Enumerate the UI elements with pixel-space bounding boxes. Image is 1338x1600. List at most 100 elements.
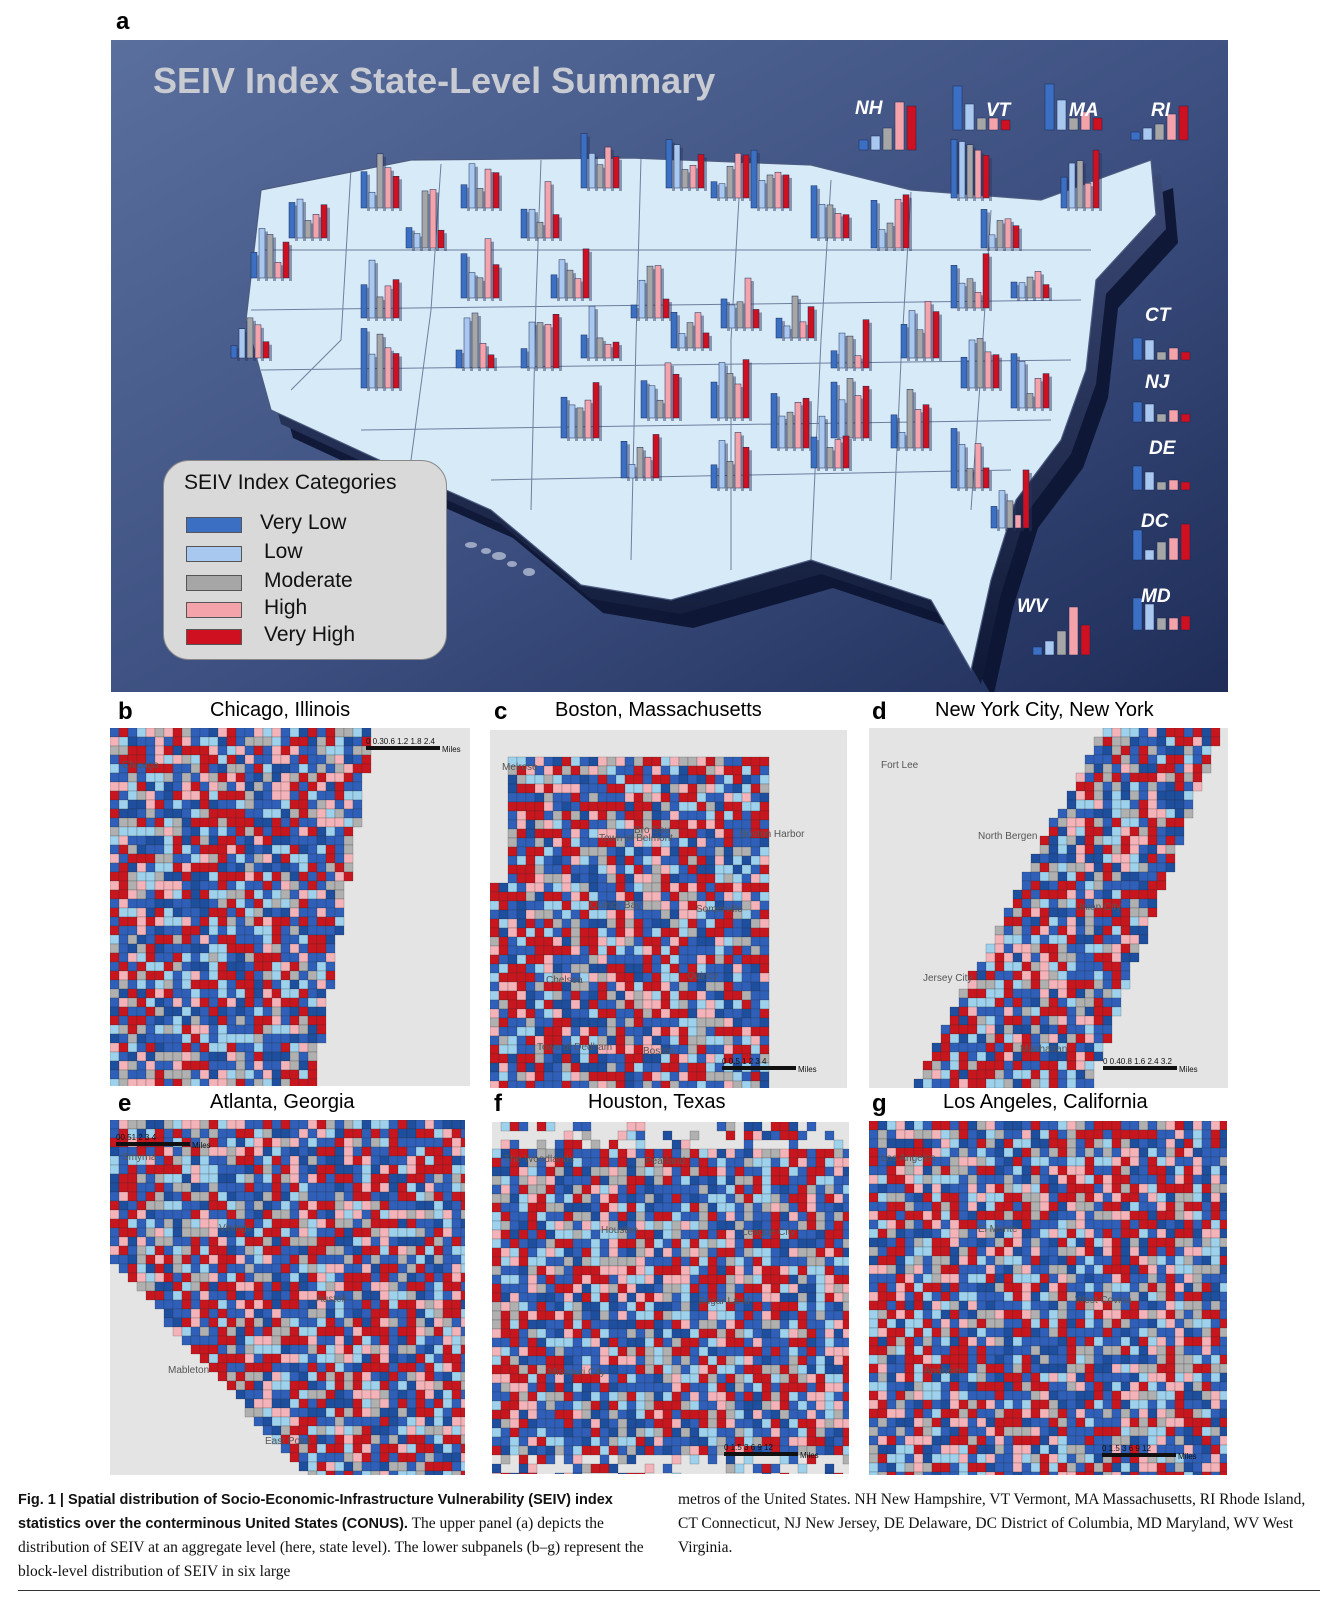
block-group [507, 810, 518, 821]
block-group [361, 1353, 372, 1364]
block-group [442, 1452, 453, 1463]
block-group [199, 880, 210, 891]
block-group [615, 801, 626, 812]
bar [429, 189, 437, 249]
block-group [118, 943, 129, 954]
block-group [1075, 853, 1086, 864]
block-group [226, 1344, 237, 1355]
block-group [298, 1218, 309, 1229]
block-group [253, 916, 264, 927]
block-group [244, 772, 255, 783]
block-group [1111, 880, 1122, 891]
state-bar-group [1060, 149, 1102, 211]
inset-bar [1080, 111, 1091, 131]
block-group [1066, 889, 1077, 900]
block-group [1102, 880, 1113, 891]
block-group [1084, 826, 1095, 837]
block-group [1120, 817, 1131, 828]
block-group [370, 1281, 381, 1292]
block-group [1030, 853, 1041, 864]
block-group [316, 1173, 327, 1184]
block-group [759, 819, 770, 830]
block-group [226, 889, 237, 900]
block-group [500, 1175, 511, 1186]
block-group [1120, 943, 1131, 954]
block-group [1066, 880, 1077, 891]
block-group [271, 745, 282, 756]
bar-shadow [725, 186, 728, 201]
block-group [1129, 907, 1140, 918]
block-group [352, 1146, 363, 1157]
block-group [1039, 1069, 1050, 1080]
block-group [507, 927, 518, 938]
block-group [154, 880, 165, 891]
legend-swatch-low [186, 546, 242, 562]
block-group [644, 1175, 655, 1186]
scale-bar [366, 746, 440, 750]
block-group [118, 1173, 129, 1184]
block-group [1093, 1051, 1104, 1062]
block-group [660, 900, 671, 911]
block-group [651, 801, 662, 812]
block-group [397, 1371, 408, 1382]
block-group [1093, 997, 1104, 1008]
block-group [424, 1335, 435, 1346]
bar [886, 222, 894, 249]
block-group [687, 873, 698, 884]
block-group [181, 1078, 192, 1086]
block-group [271, 988, 282, 999]
block-group [433, 1227, 444, 1238]
block-group [714, 1008, 725, 1019]
block-group [343, 1173, 354, 1184]
block-group [235, 1353, 246, 1364]
block-group [199, 1060, 210, 1071]
block-group [388, 1443, 399, 1454]
block-group [235, 1245, 246, 1256]
bar [536, 221, 544, 239]
block-group [307, 1209, 318, 1220]
block-group [624, 783, 635, 794]
block-group [1057, 952, 1068, 963]
block-group [678, 1044, 689, 1055]
block-group [163, 728, 174, 738]
block-group [199, 1024, 210, 1035]
block-group [433, 1155, 444, 1166]
legend-title: SEIV Index Categories [184, 471, 397, 494]
bar [686, 322, 694, 349]
block-group [361, 1227, 372, 1238]
block-group [262, 799, 273, 810]
block-group [289, 997, 300, 1008]
block-group [642, 936, 653, 947]
block-group [1138, 871, 1149, 882]
block-group [190, 889, 201, 900]
block-group [127, 1245, 138, 1256]
block-group [226, 1155, 237, 1166]
block-group [1075, 1078, 1086, 1088]
block-group [190, 736, 201, 747]
block-group [325, 728, 336, 738]
block-group [361, 1128, 372, 1139]
block-group [451, 1245, 462, 1256]
block-group [759, 783, 770, 794]
bar [718, 183, 726, 199]
block-group [352, 1245, 363, 1256]
block-group [406, 1308, 417, 1319]
block-group [442, 1182, 453, 1193]
block-group [298, 790, 309, 801]
block-group [534, 909, 545, 920]
block-group [563, 1175, 574, 1186]
bar-shadow [587, 136, 590, 191]
block-group [235, 943, 246, 954]
block-group [442, 1371, 453, 1382]
block-group [127, 1182, 138, 1193]
block-group [397, 1182, 408, 1193]
block-group [615, 1080, 626, 1088]
block-group [325, 1191, 336, 1202]
block-group [552, 810, 563, 821]
block-group [136, 1227, 147, 1238]
block-group [705, 882, 716, 893]
block-group [1210, 728, 1221, 738]
block-group [1048, 889, 1059, 900]
block-group [307, 943, 318, 954]
block-group [379, 1335, 390, 1346]
